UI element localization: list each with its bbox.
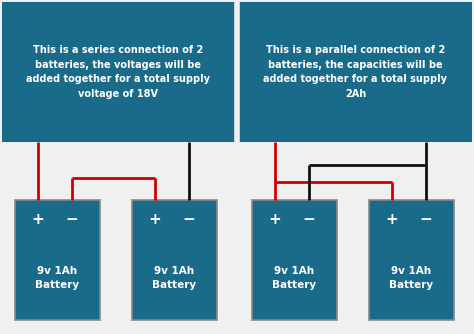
Text: +: + bbox=[385, 212, 398, 227]
Bar bbox=[252, 200, 337, 320]
Text: 9v 1Ah
Battery: 9v 1Ah Battery bbox=[153, 266, 197, 290]
Text: −: − bbox=[302, 212, 315, 227]
Bar bbox=[132, 200, 217, 320]
Text: 9v 1Ah
Battery: 9v 1Ah Battery bbox=[273, 266, 317, 290]
Text: −: − bbox=[182, 212, 195, 227]
Text: 9v 1Ah
Battery: 9v 1Ah Battery bbox=[390, 266, 434, 290]
Text: 9v 1Ah
Battery: 9v 1Ah Battery bbox=[36, 266, 80, 290]
Text: +: + bbox=[32, 212, 45, 227]
Text: This is a parallel connection of 2
batteries, the capacities will be
added toget: This is a parallel connection of 2 batte… bbox=[264, 45, 447, 99]
Text: −: − bbox=[65, 212, 78, 227]
Bar bbox=[2, 2, 235, 142]
Bar bbox=[369, 200, 454, 320]
Bar bbox=[15, 200, 100, 320]
Text: −: − bbox=[419, 212, 432, 227]
Bar bbox=[239, 2, 472, 142]
Text: +: + bbox=[269, 212, 282, 227]
Text: This is a series connection of 2
batteries, the voltages will be
added together : This is a series connection of 2 batteri… bbox=[27, 45, 210, 99]
Text: +: + bbox=[148, 212, 161, 227]
